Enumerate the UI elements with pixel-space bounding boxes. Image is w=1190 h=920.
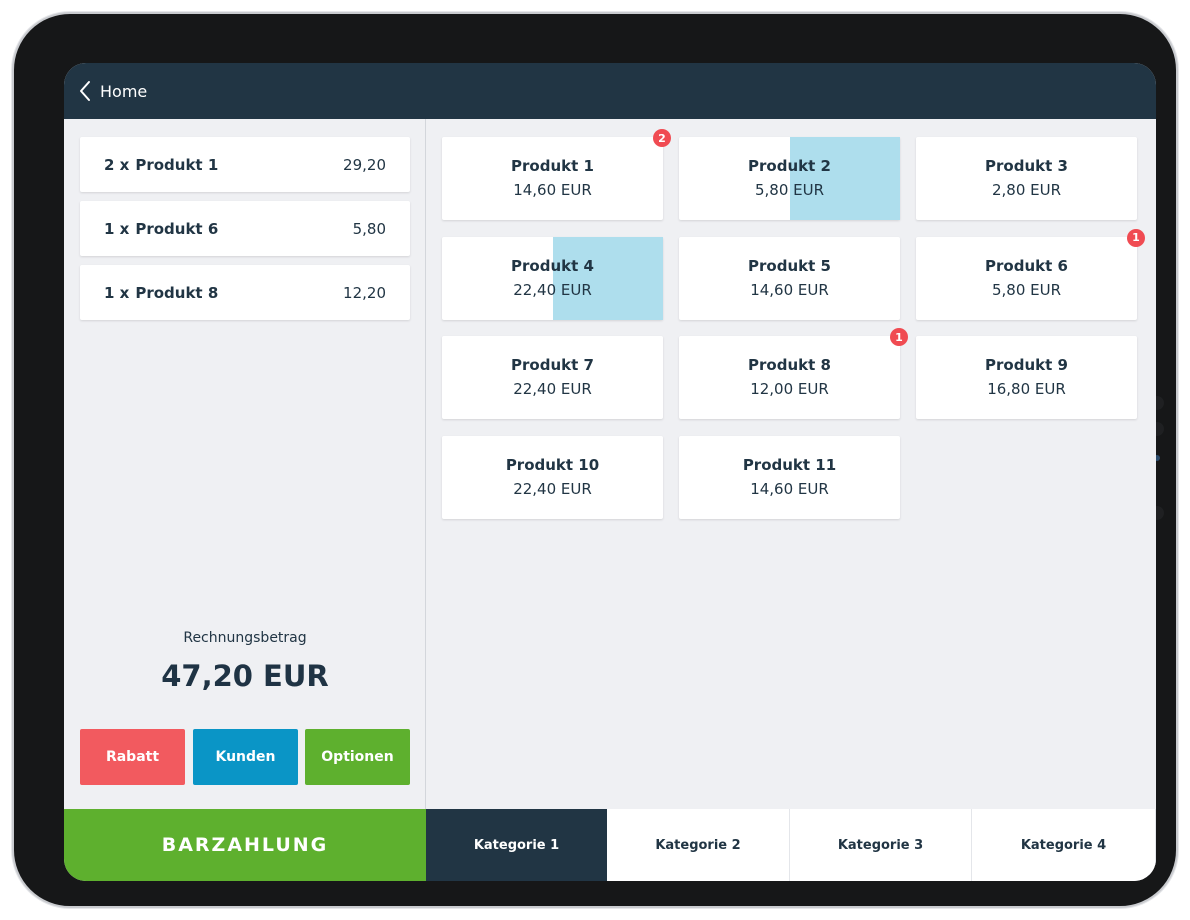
tab-category-3[interactable]: Kategorie 3 [790, 809, 972, 881]
order-item-price: 12,20 [343, 283, 386, 302]
order-item-price: 5,80 [352, 219, 386, 238]
product-name: Produkt 9 [985, 356, 1068, 375]
product-price: 12,00 EUR [750, 380, 829, 399]
product-price: 2,80 EUR [991, 181, 1062, 199]
product-price: 16,80 EUR [987, 380, 1066, 399]
quantity-badge: 2 [653, 129, 671, 147]
order-item-price: 29,20 [343, 155, 386, 174]
product-tile[interactable]: Produkt 6 5,80 EUR 1 [916, 228, 1145, 320]
order-item[interactable]: 1 x Produkt 8 12,20 [80, 265, 410, 320]
order-item-name: Produkt 8 [135, 283, 219, 302]
order-item-qty: 2 x [104, 155, 130, 174]
quantity-badge: 1 [1127, 228, 1145, 247]
product-tile[interactable]: Produkt 2 5,80 EUR [679, 137, 900, 220]
customers-button[interactable]: Kunden [193, 729, 298, 785]
product-tile[interactable]: Produkt 8 12,00 EUR 1 [679, 328, 908, 420]
chevron-left-icon [80, 81, 90, 101]
tablet-frame: Home 2 x Produkt 1 29,20 1 x Produkt 6 5,80 1 … [12, 12, 1178, 908]
top-bar: Home [64, 63, 1156, 119]
product-name: Produkt 8 [748, 356, 831, 375]
product-price: 5,80 EUR [991, 280, 1062, 299]
back-button[interactable]: Home [78, 80, 147, 102]
product-price: 22,40 EUR [513, 480, 592, 499]
order-item-qty: 1 x [104, 219, 130, 238]
discount-button[interactable]: Rabatt [80, 729, 185, 785]
product-name: Produkt 4 [511, 256, 594, 275]
quantity-badge: 1 [890, 328, 908, 347]
order-item-name: Produkt 1 [135, 155, 219, 174]
category-tabs: Kategorie 1 Kategorie 2 Kategorie 3 Kategor… [426, 809, 1156, 881]
product-name: Produkt 7 [511, 356, 594, 375]
selection-highlight [553, 236, 663, 320]
selection-highlight [790, 137, 900, 220]
product-price: 14,60 EUR [750, 280, 829, 299]
product-name: Produkt 11 [742, 456, 837, 475]
product-price: 14,60 EUR [513, 181, 592, 199]
total-label: Rechnungsbetrag [183, 630, 307, 646]
product-name: Produkt 6 [985, 256, 1068, 275]
product-price: 14,60 EUR [750, 480, 829, 499]
product-price: 22,40 EUR [513, 380, 592, 399]
product-tile[interactable]: Produkt 11 14,60 EUR [679, 436, 900, 520]
order-item[interactable]: 2 x Produkt 1 29,20 [80, 137, 410, 192]
camera-lens [1154, 455, 1160, 461]
tab-category-1[interactable]: Kategorie 1 [426, 809, 607, 881]
product-name: Produkt 1 [511, 157, 594, 175]
app-screen: Home 2 x Produkt 1 29,20 1 x Produkt 6 5,80 1 … [64, 63, 1156, 881]
product-tile[interactable]: Produkt 10 22,40 EUR [442, 436, 663, 520]
tab-category-4[interactable]: Kategorie 4 [972, 809, 1156, 881]
product-tile[interactable]: Produkt 1 14,60 EUR 2 [442, 129, 671, 220]
product-name: Produkt 10 [505, 456, 600, 475]
tab-category-2[interactable]: Kategorie 2 [607, 809, 790, 881]
order-item-name: Produkt 6 [135, 219, 219, 238]
order-item-qty: 1 x [104, 283, 130, 302]
product-tile[interactable]: Produkt 9 16,80 EUR [916, 336, 1137, 420]
product-tile[interactable]: Produkt 7 22,40 EUR [442, 336, 663, 420]
product-tile[interactable]: Produkt 3 2,80 EUR [916, 137, 1137, 220]
product-name: Produkt 2 [748, 157, 831, 175]
product-price: 22,40 EUR [513, 280, 592, 299]
product-price: 5,80 EUR [754, 181, 825, 199]
product-name: Produkt 5 [748, 256, 831, 275]
options-button[interactable]: Optionen [305, 729, 410, 785]
product-name: Produkt 3 [985, 157, 1068, 175]
product-tile[interactable]: Produkt 5 14,60 EUR [679, 236, 900, 320]
back-label: Home [100, 81, 148, 101]
total-amount: 47,20 EUR [161, 659, 329, 693]
order-panel: 2 x Produkt 1 29,20 1 x Produkt 6 5,80 1 x Prod… [64, 119, 426, 809]
order-item[interactable]: 1 x Produkt 6 5,80 [80, 201, 410, 256]
product-tile[interactable]: Produkt 4 22,40 EUR [442, 236, 663, 320]
cash-payment-button[interactable]: BARZAHLUNG [64, 809, 426, 881]
